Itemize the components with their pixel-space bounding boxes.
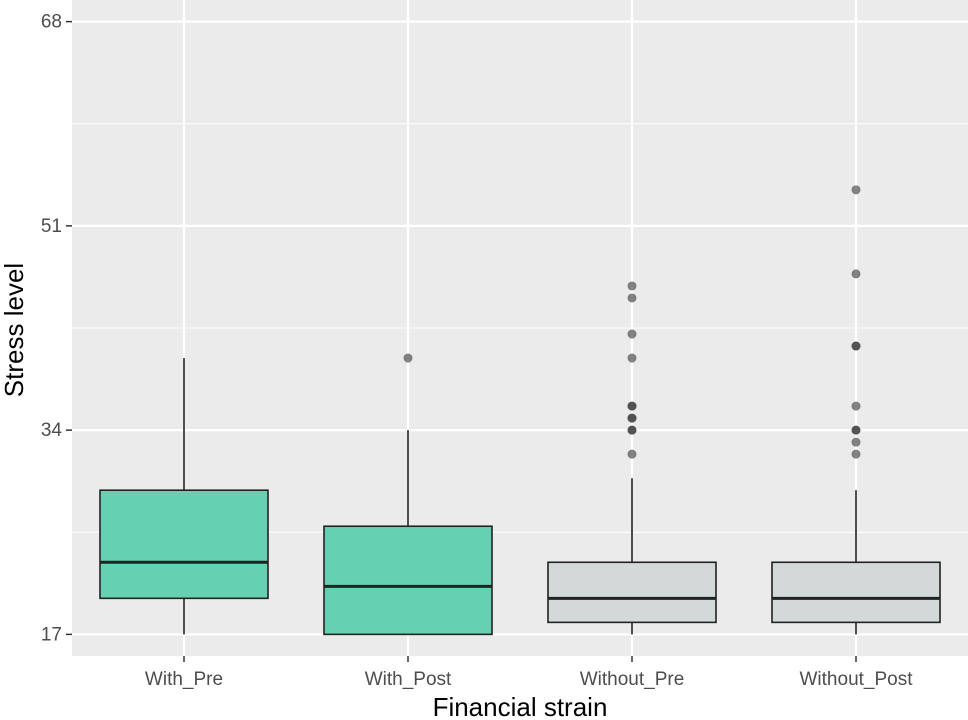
x-tick-label: Without_Pre: [580, 669, 685, 690]
y-tick-label: 51: [41, 216, 62, 237]
outlier-point: [851, 341, 861, 351]
outlier-point: [627, 401, 637, 411]
x-tick-label: With_Post: [365, 669, 452, 690]
outlier-point: [627, 425, 637, 435]
y-tick-label: 68: [41, 12, 62, 33]
outlier-point: [851, 269, 861, 279]
y-tick-label: 17: [41, 624, 62, 645]
y-axis-title: Stress level: [0, 263, 29, 397]
outlier-point: [851, 437, 861, 447]
box-rect: [547, 561, 717, 624]
outlier-point: [627, 353, 637, 363]
box-group: [771, 185, 941, 635]
y-axis: 17 34 51 68: [41, 12, 72, 645]
outlier-point: [627, 449, 637, 459]
x-tick-label: Without_Post: [800, 669, 914, 690]
outlier-point: [403, 353, 413, 363]
outlier-point: [851, 185, 861, 195]
outlier-point: [627, 413, 637, 423]
x-tick-label: With_Pre: [145, 669, 223, 690]
box-group: [547, 281, 717, 635]
box-rect: [771, 561, 941, 624]
box-rect: [99, 489, 269, 600]
box-marks: [99, 185, 941, 636]
box-group: [99, 358, 269, 635]
outlier-point: [851, 401, 861, 411]
box-group: [323, 353, 493, 636]
box-rect: [323, 525, 493, 636]
outlier-point: [851, 449, 861, 459]
outlier-point: [627, 281, 637, 291]
outlier-point: [627, 329, 637, 339]
x-axis-title: Financial strain: [433, 692, 608, 720]
outlier-point: [851, 425, 861, 435]
y-tick-label: 34: [41, 420, 63, 441]
outlier-point: [627, 293, 637, 303]
x-axis: With_Pre With_Post Without_Pre Without_Post: [145, 656, 913, 690]
